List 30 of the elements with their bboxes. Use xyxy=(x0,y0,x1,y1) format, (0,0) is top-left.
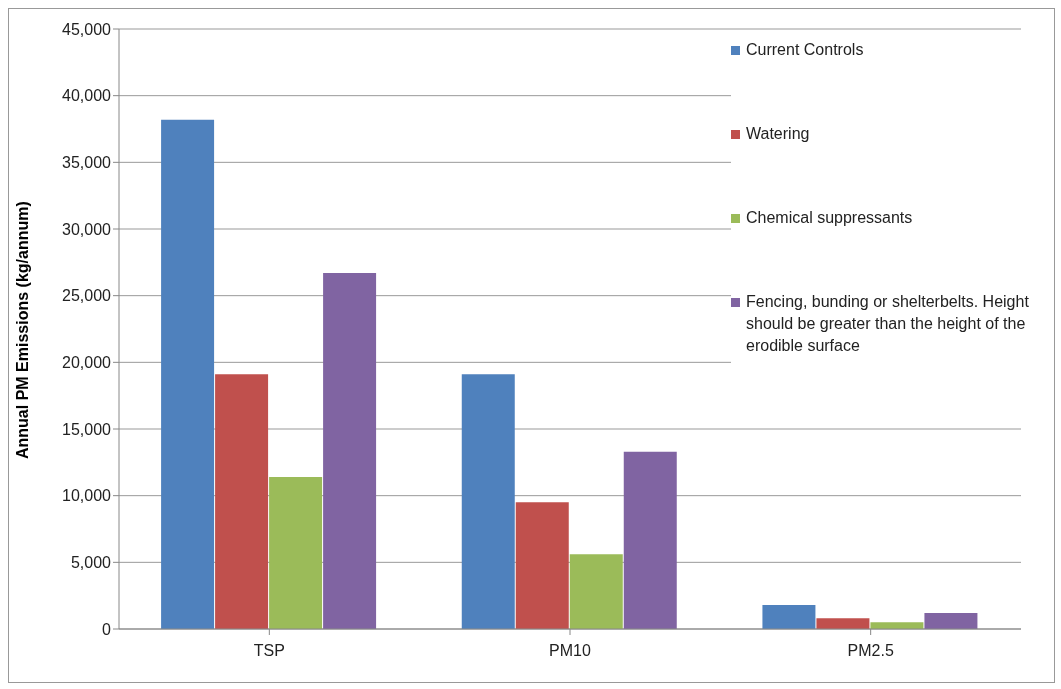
bar xyxy=(161,119,215,629)
bar xyxy=(762,605,816,629)
legend-label: Current Controls xyxy=(746,40,865,60)
y-tick-label: 45,000 xyxy=(62,20,112,38)
x-tick-label: PM2.5 xyxy=(847,642,894,660)
y-tick-label: 20,000 xyxy=(62,354,112,372)
bar xyxy=(269,477,323,629)
y-tick-label: 35,000 xyxy=(62,154,112,172)
y-tick-label: 0 xyxy=(102,620,112,638)
bar xyxy=(461,374,515,629)
bar xyxy=(569,554,623,629)
legend-label: Chemical suppressants xyxy=(746,208,914,228)
x-tick-label: TSP xyxy=(253,642,285,660)
bar xyxy=(515,502,569,629)
y-tick-label: 25,000 xyxy=(62,287,112,305)
bar xyxy=(924,613,978,629)
bar xyxy=(816,618,870,629)
bar xyxy=(870,622,924,629)
y-axis-title: Annual PM Emissions (kg/annum) xyxy=(13,201,31,459)
y-tick-label: 15,000 xyxy=(62,420,112,438)
legend-label: Watering xyxy=(746,124,811,144)
bar xyxy=(623,451,677,629)
bar xyxy=(215,374,269,629)
y-tick-label: 40,000 xyxy=(62,87,112,105)
y-tick-label: 5,000 xyxy=(70,554,112,572)
y-tick-label: 10,000 xyxy=(62,487,112,505)
x-tick-label: PM10 xyxy=(549,642,591,660)
bar xyxy=(323,273,377,629)
legend-label: Fencing, bunding or shelterbelts. Height should be greater than the height of the erodible surface xyxy=(746,292,1030,356)
y-tick-label: 30,000 xyxy=(62,220,112,238)
